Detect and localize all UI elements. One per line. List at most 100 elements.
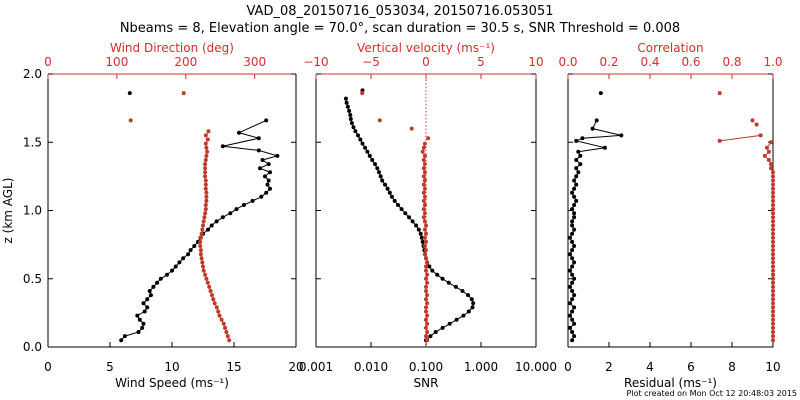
panel3-residual-point	[570, 317, 575, 322]
panel2-x-tick-label: 0.100	[409, 360, 443, 374]
panel2-snr-point	[363, 145, 368, 150]
panel3-correlation-point	[771, 272, 775, 277]
panel1-wind-direction-line	[199, 131, 230, 341]
panel1-wind-speed-point	[188, 248, 193, 253]
panel2-snr-point	[396, 203, 400, 207]
panel1-wind-direction-point	[198, 239, 203, 244]
panel1-y-tick-label: 0.5	[23, 272, 42, 286]
panel3-correlation-point	[771, 256, 775, 261]
panel2-snr-point	[418, 231, 423, 236]
panel1-x-tick-label: 10	[164, 360, 179, 374]
panel1-wind-speed-point	[186, 252, 191, 257]
panel1-wind-direction-point	[210, 293, 214, 298]
panel1-wind-speed-point	[136, 330, 141, 334]
panel3-residual-point	[574, 158, 579, 162]
panel3-residual-point	[572, 215, 577, 220]
panel2-top-tick-label: 0	[422, 55, 430, 69]
panel1-wind-direction-point	[203, 182, 208, 187]
panel2-snr-point	[471, 301, 476, 306]
panel1-wind-direction-point	[206, 129, 211, 134]
panel3-correlation-point	[769, 162, 773, 167]
panel1-wind-speed-point	[148, 293, 153, 298]
panel1-wind-direction-point	[205, 280, 210, 285]
panel1-wind-direction-point	[202, 215, 207, 220]
panel1-y-tick-label: 1.5	[23, 135, 42, 149]
panel2-vertical-velocity-point	[422, 211, 427, 216]
panel3-correlation-point	[771, 207, 775, 212]
panel2-snr-point	[470, 305, 475, 310]
panel2-snr-point	[383, 182, 387, 187]
panel3-correlation-point	[771, 194, 775, 199]
panel3-correlation-point	[771, 190, 775, 195]
panel3-residual-point	[602, 145, 607, 150]
panel2-x-tick-label: 0.010	[354, 360, 388, 374]
panel2-top-axis-label: Vertical velocity (ms⁻¹)	[357, 41, 495, 55]
panel2-vertical-velocity-point	[422, 162, 427, 167]
panel3-correlation-point	[771, 198, 775, 203]
panel3-correlation-point	[771, 227, 775, 232]
panel2-vertical-velocity-point	[424, 325, 428, 330]
panel1-x-axis-label: Wind Speed (ms⁻¹)	[115, 376, 229, 390]
panel1-wind-speed-point	[145, 297, 150, 302]
panel1-wind-direction-point	[199, 256, 204, 261]
panel1-wind-speed-point	[147, 289, 152, 293]
panel1-wind-speed-point	[264, 118, 269, 123]
panel1-wind-speed-point	[140, 325, 145, 330]
panel1-wind-speed-point	[259, 194, 264, 199]
panel2-vertical-velocity-point	[421, 207, 426, 212]
panel1-wind-direction-point	[201, 219, 206, 224]
panel3-correlation-point	[771, 178, 775, 183]
panel2-top-tick-label: 5	[477, 55, 485, 69]
panel3-residual-point	[580, 136, 585, 141]
panel2-snr-point	[389, 194, 394, 199]
panel2-snr-point	[469, 297, 474, 302]
panel1-wind-direction-point	[200, 227, 205, 232]
panel3-correlation-point	[766, 158, 771, 162]
panel3-correlation-point	[771, 260, 775, 265]
panel3-correlation-segment-point	[717, 138, 722, 143]
panel2-vertical-velocity-point	[424, 248, 428, 253]
panel2-snr-point	[387, 190, 392, 195]
panel1-wind-direction-point	[203, 141, 208, 146]
panel3-x-tick-label: 4	[646, 360, 654, 374]
panel1-wind-direction-isolated-point	[128, 118, 133, 123]
panel1-wind-direction-point	[205, 149, 210, 154]
panel3-correlation-point	[771, 211, 775, 216]
panel3-residual-point	[572, 321, 577, 326]
panel3-correlation-point	[771, 309, 775, 314]
panel3-residual-point	[574, 174, 579, 179]
panel3-residual-point	[570, 223, 575, 228]
panel3-top-tick-label: 0.8	[722, 55, 741, 69]
panel1-top-tick-label: 100	[105, 55, 128, 69]
panel3-correlation-segment-point	[758, 133, 763, 138]
panel2-vertical-velocity-point	[424, 223, 428, 228]
panel2-snr-point	[344, 100, 349, 105]
panel1-wind-direction-point	[211, 297, 216, 302]
panel2-snr-point	[367, 153, 372, 158]
panel1-top-axis-label: Wind Direction (deg)	[110, 41, 234, 55]
panel1-wind-speed-point	[137, 317, 142, 322]
panel3-top-tick-label: 0.2	[599, 55, 618, 69]
panel2-snr-point	[380, 178, 385, 183]
panel1-wind-direction-point	[199, 231, 204, 236]
panel1-wind-speed-point	[237, 130, 241, 135]
panel1-wind-direction-point	[207, 284, 212, 289]
panel3-correlation-point	[769, 140, 773, 145]
panel1-wind-speed-point	[265, 182, 270, 187]
panel3-x-tick-label: 0	[564, 360, 572, 374]
panel3-residual-point	[570, 272, 575, 277]
panel3-correlation-point	[771, 293, 775, 298]
panel1-wind-direction-point	[203, 162, 208, 167]
panel2-vertical-velocity-isolated-point	[426, 136, 431, 141]
panel1-wind-speed-point	[135, 313, 140, 318]
panel1-wind-speed-point	[214, 219, 219, 224]
panel2-snr-line	[345, 98, 474, 341]
panel1-wind-speed-point	[181, 256, 186, 261]
panel3-correlation-point	[764, 145, 769, 150]
panel3-correlation-point	[771, 321, 775, 326]
panel2-snr-point	[358, 137, 363, 142]
panel3-residual-point	[570, 309, 575, 314]
panel3-residual-point	[568, 301, 572, 306]
panel1-wind-speed-point	[268, 170, 272, 175]
panel1-wind-speed-point	[141, 321, 146, 326]
